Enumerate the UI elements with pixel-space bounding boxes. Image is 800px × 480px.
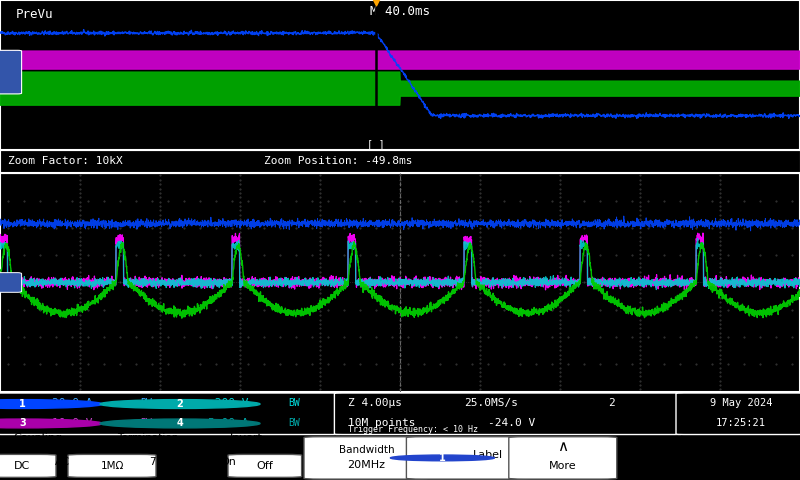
Text: 3: 3 — [19, 419, 26, 429]
Text: 2: 2 — [177, 399, 183, 409]
Text: DC: DC — [14, 461, 30, 471]
Text: AC: AC — [55, 456, 70, 467]
Text: 20MHz: 20MHz — [347, 460, 386, 469]
Text: 17:25:21: 17:25:21 — [716, 419, 766, 429]
Text: 9 May 2024: 9 May 2024 — [710, 398, 772, 408]
FancyBboxPatch shape — [676, 393, 800, 434]
Text: M 40.0ms: M 40.0ms — [370, 4, 430, 17]
Text: Trigger Frequency: < 10 Hz: Trigger Frequency: < 10 Hz — [348, 425, 478, 433]
Text: Z 4.00μs: Z 4.00μs — [348, 398, 402, 408]
Text: Coupling: Coupling — [14, 433, 63, 443]
Text: Zoom Factor: 10kX: Zoom Factor: 10kX — [8, 156, 122, 166]
FancyBboxPatch shape — [68, 455, 156, 477]
Circle shape — [0, 400, 102, 408]
Circle shape — [0, 419, 102, 428]
FancyBboxPatch shape — [509, 437, 617, 479]
FancyBboxPatch shape — [334, 393, 682, 434]
Text: BW: BW — [140, 398, 152, 408]
Text: 1: 1 — [6, 68, 12, 77]
Text: ↓200 V: ↓200 V — [208, 398, 249, 408]
FancyBboxPatch shape — [0, 273, 22, 292]
Text: 20.0 A: 20.0 A — [52, 398, 93, 408]
Text: PreVu: PreVu — [16, 8, 54, 21]
Text: 1: 1 — [6, 278, 11, 287]
FancyBboxPatch shape — [0, 393, 342, 434]
Text: 75Ω  50Ω: 75Ω 50Ω — [150, 456, 198, 467]
Text: On: On — [220, 456, 236, 467]
Circle shape — [100, 400, 260, 408]
Text: BW: BW — [288, 398, 300, 408]
Text: 25.0MS/s: 25.0MS/s — [464, 398, 518, 408]
Circle shape — [390, 455, 494, 461]
Text: 1: 1 — [19, 399, 26, 409]
Text: 1: 1 — [439, 453, 446, 463]
Text: 4: 4 — [177, 419, 183, 429]
Text: More: More — [549, 461, 576, 471]
Text: [ ]: [ ] — [367, 139, 385, 149]
Text: 2: 2 — [608, 398, 614, 408]
Text: Invert: Invert — [230, 433, 263, 443]
Circle shape — [100, 419, 260, 428]
Text: 10.0 V: 10.0 V — [52, 418, 93, 428]
Text: BW: BW — [288, 418, 300, 428]
FancyBboxPatch shape — [228, 455, 302, 477]
Text: 10M points: 10M points — [348, 419, 415, 429]
FancyBboxPatch shape — [406, 437, 530, 479]
Text: Termination: Termination — [118, 433, 178, 443]
FancyBboxPatch shape — [304, 437, 428, 479]
Text: BW: BW — [140, 418, 152, 428]
FancyBboxPatch shape — [0, 50, 22, 94]
Text: Zoom Position: -49.8ms: Zoom Position: -49.8ms — [264, 156, 413, 166]
Text: 1MΩ: 1MΩ — [100, 461, 124, 471]
Text: 5.00 A: 5.00 A — [208, 418, 249, 428]
Text: Label: Label — [473, 450, 503, 460]
Point — [370, 0, 382, 4]
Text: ∧: ∧ — [557, 439, 568, 454]
Text: Bandwidth: Bandwidth — [338, 444, 394, 455]
FancyBboxPatch shape — [0, 455, 56, 477]
Text: -24.0 V: -24.0 V — [488, 419, 535, 429]
Text: Off: Off — [257, 461, 273, 471]
